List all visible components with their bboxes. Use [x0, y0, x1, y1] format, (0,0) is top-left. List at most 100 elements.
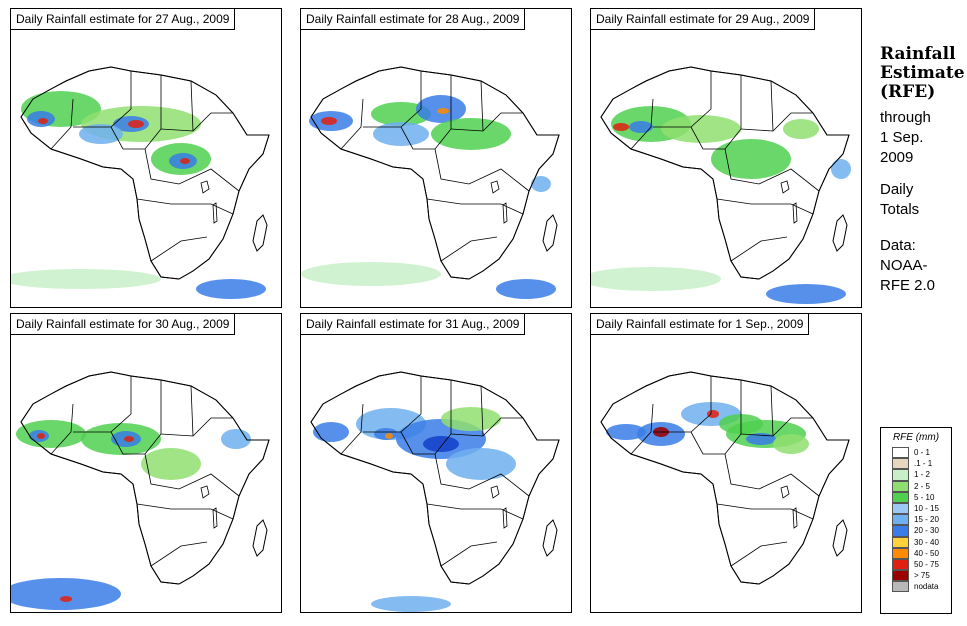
- legend-label: .1 - 1: [914, 459, 933, 469]
- coastline: [20, 66, 270, 280]
- panel-title: Daily Rainfall estimate for 27 Aug., 200…: [11, 9, 236, 30]
- madagascar: [252, 519, 268, 557]
- country-border: [190, 385, 194, 437]
- country-border: [716, 198, 814, 215]
- legend-title: RFE (mm): [892, 432, 940, 443]
- legend-swatch: [892, 536, 909, 548]
- country-border: [434, 148, 530, 192]
- lake: [200, 485, 210, 499]
- legend-label: > 75: [914, 571, 930, 581]
- rainfall-area: [707, 410, 719, 418]
- country-border: [434, 453, 530, 497]
- lake: [490, 180, 500, 194]
- rainfall-area: [591, 267, 721, 291]
- legend-swatch: [892, 491, 909, 503]
- legend-label: 40 - 50: [914, 548, 939, 558]
- legend-label: 1 - 2: [914, 470, 931, 480]
- rainfall-area: [711, 139, 791, 179]
- legend-item: 10 - 15: [892, 502, 951, 515]
- rainfall-area: [437, 108, 449, 114]
- rainfall-area: [11, 578, 121, 610]
- rainfall-area: [373, 122, 429, 146]
- rainfall-area: [629, 121, 653, 133]
- country-border: [160, 112, 233, 132]
- rainfall-area: [613, 123, 629, 131]
- lake: [200, 180, 210, 194]
- madagascar: [542, 519, 558, 557]
- lake: [502, 202, 508, 224]
- legend-swatch: [892, 514, 909, 526]
- title-line: (RFE): [880, 82, 936, 102]
- legend-swatch: [892, 480, 909, 492]
- rainfall-area: [446, 448, 516, 480]
- legend-label: nodata: [914, 582, 939, 592]
- rainfall-area: [496, 279, 556, 299]
- legend-label: 10 - 15: [914, 503, 939, 513]
- through-date: 1 Sep.: [880, 129, 924, 146]
- legend-item: 1 - 2: [892, 469, 951, 481]
- rainfall-area: [606, 424, 646, 440]
- rainfall-area: [441, 407, 501, 431]
- legend-item: 20 - 30: [892, 525, 951, 537]
- legend-swatch: [892, 458, 909, 470]
- country-border: [630, 71, 712, 150]
- rainfall-area: [313, 422, 349, 442]
- legend-swatch: [892, 547, 909, 559]
- rainfall-map-panel: Daily Rainfall estimate for 28 Aug., 200…: [300, 8, 572, 308]
- legend-item: 15 - 20: [892, 514, 951, 526]
- lake: [792, 507, 798, 529]
- panel-title: Daily Rainfall estimate for 28 Aug., 200…: [301, 9, 526, 30]
- rainfall-map-panel: Daily Rainfall estimate for 1 Sep., 2009: [590, 313, 862, 613]
- rainfall-area: [431, 118, 511, 150]
- africa-map-icon: [301, 314, 571, 612]
- country-border: [716, 503, 814, 520]
- rainfall-area: [371, 596, 451, 612]
- country-border: [450, 417, 523, 437]
- coastline: [310, 371, 560, 585]
- rainfall-area: [661, 115, 741, 143]
- rainfall-area: [385, 433, 393, 439]
- country-border: [440, 236, 498, 262]
- legend-item: 2 - 5: [892, 480, 951, 492]
- rainfall-area: [371, 102, 431, 126]
- country-border: [730, 236, 788, 262]
- country-border: [440, 541, 498, 567]
- rainfall-area: [773, 434, 809, 454]
- totals-label: Totals: [880, 201, 920, 218]
- rainfall-area: [141, 448, 201, 480]
- legend-swatch: [892, 525, 909, 537]
- legend-label: 20 - 30: [914, 526, 939, 536]
- country-border: [480, 80, 484, 132]
- country-border: [136, 198, 234, 215]
- legend-swatch: [892, 558, 909, 571]
- legend-swatch: [892, 447, 909, 459]
- lake: [780, 180, 790, 194]
- country-border: [770, 80, 774, 132]
- legend-item: 30 - 40: [892, 536, 951, 548]
- madagascar: [542, 214, 558, 252]
- lake: [780, 485, 790, 499]
- title-line: Rainfall: [880, 44, 956, 64]
- country-border: [480, 385, 484, 437]
- country-border: [150, 236, 208, 262]
- madagascar: [252, 214, 268, 252]
- country-border: [426, 503, 524, 520]
- rainfall-area: [374, 428, 398, 440]
- data-label: Data:: [880, 237, 916, 254]
- coastline: [310, 66, 560, 280]
- legend-label: 50 - 75: [914, 559, 939, 569]
- lake: [502, 507, 508, 529]
- legend-label: 15 - 20: [914, 515, 939, 525]
- legend-swatch: [892, 502, 909, 515]
- country-border: [150, 541, 208, 567]
- coastline: [20, 371, 270, 585]
- coastline: [600, 371, 850, 585]
- rainfall-area: [16, 420, 86, 448]
- rainfall-map-panel: Daily Rainfall estimate for 29 Aug., 200…: [590, 8, 862, 308]
- lake: [212, 202, 218, 224]
- legend-swatch: [892, 570, 909, 582]
- country-border: [144, 453, 240, 497]
- through-label: through: [880, 109, 931, 126]
- panel-title: Daily Rainfall estimate for 29 Aug., 200…: [591, 9, 816, 30]
- rainfall-area: [783, 119, 819, 139]
